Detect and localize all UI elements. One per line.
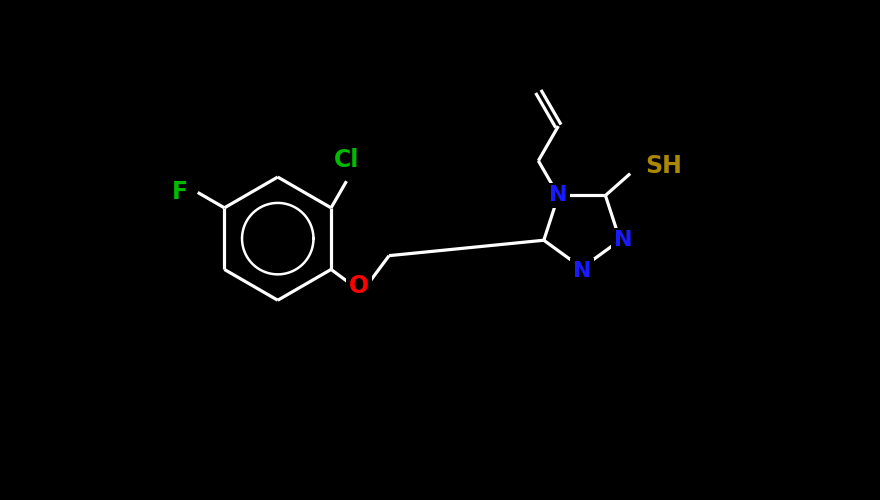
Text: O: O xyxy=(349,274,370,297)
Text: SH: SH xyxy=(646,154,683,178)
Text: N: N xyxy=(614,230,633,250)
Text: N: N xyxy=(573,261,591,281)
Text: F: F xyxy=(172,180,188,204)
Text: N: N xyxy=(549,186,568,206)
Text: Cl: Cl xyxy=(334,148,359,172)
